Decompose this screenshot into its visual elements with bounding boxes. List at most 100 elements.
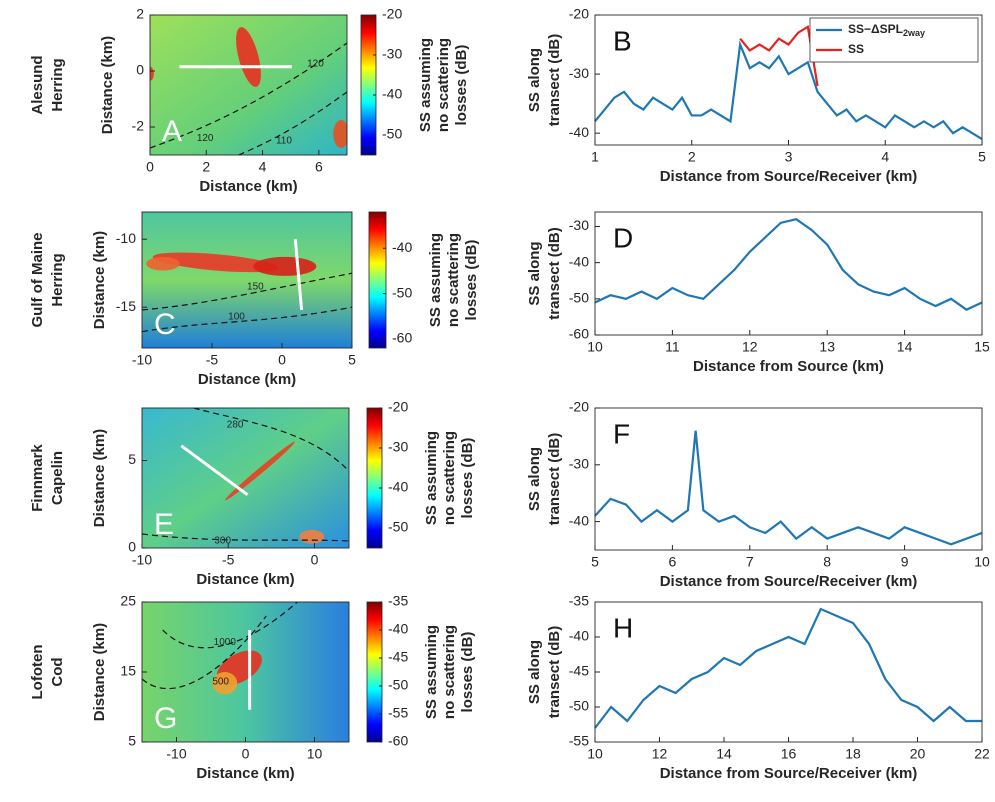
colorbar-tick-label: -40 [388,479,408,495]
plot-area [595,408,982,550]
x-axis-label: Distance (km) [199,178,297,195]
y-tick-label: -2 [132,118,145,134]
contour-label: 110 [276,136,292,147]
x-tick-label: -5 [222,552,235,568]
panel: B SS along transect (dB) SS−ΔSPL2way SS 1 2 3 4 5… [526,6,986,185]
heatmap-image: 120 120 110 [150,15,347,155]
colorbar [366,601,383,743]
y-tick-label: -30 [569,65,589,81]
x-tick-label: -10 [132,352,152,368]
contour-label: 500 [212,676,229,687]
colorbar-label: no scattering [445,233,462,327]
y-axis-label: Distance (km) [91,231,108,329]
panel-letter: A [162,115,182,148]
x-tick-label: 14 [716,746,732,762]
x-tick-label: 8 [823,554,831,570]
x-axis-label: Distance (km) [198,371,296,388]
y-tick-label: 5 [128,733,136,749]
colorbar-label: SS assuming [417,38,434,132]
colorbar-tick-label: -40 [382,86,402,102]
panel-letter: F [613,418,630,449]
colorbar-tick-label: -30 [388,439,408,455]
colorbar-tick-label: -60 [392,330,412,346]
x-tick-label: -10 [166,746,186,762]
x-tick-label: 15 [974,339,990,355]
contour [142,272,352,311]
x-tick-label: 16 [781,746,797,762]
row-label: Finnmark [29,444,46,512]
school [152,252,279,273]
x-axis-label: Distance from Source/Receiver (km) [660,765,918,782]
colorbar-tick-label: -50 [388,519,408,535]
x-tick-label: 18 [845,746,861,762]
x-tick-label: 13 [819,339,835,355]
school [225,441,295,501]
x-tick-label: 3 [785,149,793,165]
contour [142,306,352,333]
axes-frame [594,407,983,551]
panel: 1000 500 G -35 -40 -45 -50 -55 -60 SS assuming no … [29,593,476,782]
school [212,672,238,695]
plot-area [595,212,982,335]
legend-name: SS−ΔSPL [848,22,903,36]
legend-subscript: 2way [903,28,925,38]
y-axis-label: SS along [526,241,543,305]
x-tick-label: 6 [669,554,677,570]
y-tick-label: -50 [569,698,589,714]
panel-letter: E [154,508,174,541]
colorbar-tick-label: -50 [382,126,402,142]
panel-letter: H [613,612,633,643]
contour-label: 280 [227,419,244,430]
colorbar-label: losses (dB) [453,45,470,126]
legend-label: SS [848,42,864,56]
heatmap-background [142,212,352,348]
x-tick-label: 0 [146,159,154,175]
y-tick-label: 15 [120,663,136,679]
axes-frame [141,211,353,349]
y-tick-label: -20 [569,399,589,415]
series-line [594,607,982,729]
y-axis-label: SS along [526,640,543,704]
school [333,120,347,148]
colorbar-tick-label: -50 [392,284,412,300]
contour [142,533,349,542]
x-tick-label: 11 [665,339,680,355]
y-tick-label: 5 [128,451,136,467]
panel: H SS along transect (dB) 10 12 14 16 18 20 22 -35 -… [526,593,990,782]
legend-name: SS [848,42,864,56]
colorbar-tick-label: -45 [388,649,408,665]
row-label: Capelin [49,451,66,505]
x-tick-label: 0 [278,352,286,368]
series-line [594,218,983,311]
panel: F SS along transect (dB) 5 6 7 8 9 10 -20 -30 -40 Di… [526,399,990,590]
x-tick-label: 5 [348,352,356,368]
y-tick-label: -40 [569,628,589,644]
y-axis-label: transect (dB) [546,433,563,526]
contour-label: 120 [307,59,324,70]
x-tick-label: -10 [132,552,152,568]
colorbar-label: SS assuming [423,431,440,525]
colorbar-tick-label: -55 [388,705,408,721]
x-tick-label: 10 [587,746,603,762]
colorbar-tick-label: -20 [388,399,408,415]
contour-label: 300 [214,536,231,547]
y-tick-label: -55 [569,733,589,749]
colorbar-tick-label: -20 [382,6,402,22]
heatmap-image: 150 100 [142,212,352,348]
y-tick-label: -40 [569,124,589,140]
x-tick-label: -5 [206,352,219,368]
colorbar-tick-label: -35 [388,593,408,609]
school [146,256,180,271]
legend [809,17,979,63]
y-tick-label: 2 [136,6,144,22]
x-axis-label: Distance from Source/Receiver (km) [660,573,918,590]
y-tick-label: 0 [128,539,136,555]
x-tick-label: 1 [591,149,599,165]
school [253,256,317,276]
x-tick-label: 0 [311,552,319,568]
colorbar-tick-label: -60 [388,733,408,749]
